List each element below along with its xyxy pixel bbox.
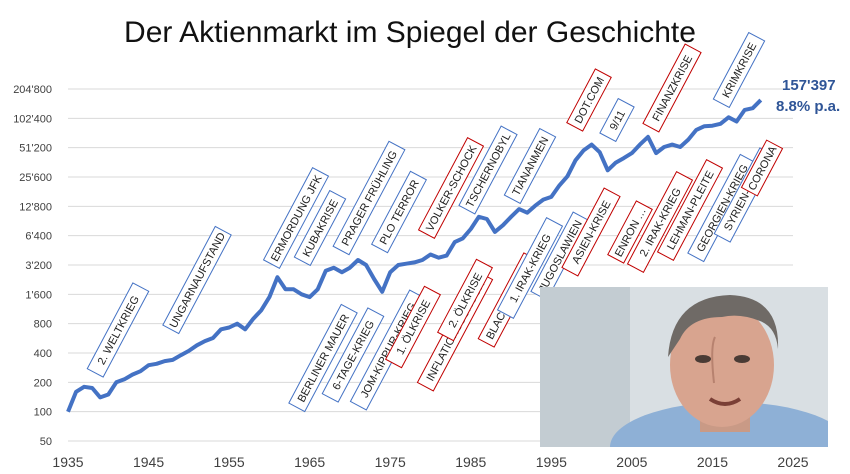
x-tick-label: 1995 bbox=[536, 454, 567, 470]
series-line bbox=[66, 98, 763, 413]
y-tick-label: 51'200 bbox=[19, 143, 52, 155]
x-tick-label: 1985 bbox=[455, 454, 486, 470]
annotation-label: KRIMKRISE bbox=[712, 31, 766, 109]
annotation-box bbox=[86, 282, 150, 378]
y-tick-label: 204'800 bbox=[13, 84, 52, 96]
y-tick-label: 102'400 bbox=[13, 113, 52, 125]
annotation-box bbox=[740, 139, 784, 197]
annotation-label: UNGARNAUFSTAND bbox=[162, 225, 232, 335]
annotation-box bbox=[712, 31, 766, 109]
annotation-box bbox=[561, 187, 621, 277]
annotation-box bbox=[321, 307, 385, 403]
y-tick-label: 6'400 bbox=[25, 231, 52, 243]
annotation-text: 2. WELTKRIEG bbox=[96, 294, 142, 367]
x-tick-label: 1965 bbox=[294, 454, 325, 470]
x-tick-label: 1975 bbox=[375, 454, 406, 470]
annotation-box bbox=[384, 285, 442, 369]
annotation-label: 2. WELTKRIEG bbox=[86, 282, 150, 378]
annotation-box bbox=[332, 140, 406, 256]
annotation-box bbox=[503, 127, 557, 205]
annotation-box bbox=[262, 167, 330, 269]
annotation-box bbox=[458, 125, 518, 215]
x-tick-label: 1945 bbox=[133, 454, 164, 470]
annotation-box bbox=[293, 189, 347, 267]
annotation-text: FINANZKRISE bbox=[651, 54, 696, 124]
annotation-box bbox=[656, 159, 724, 261]
y-tick-label: 100 bbox=[34, 407, 52, 419]
annotation-box bbox=[417, 137, 485, 239]
annotation-box bbox=[496, 217, 564, 319]
annotation-box bbox=[370, 170, 428, 254]
portrait-photo bbox=[540, 287, 828, 447]
y-tick-label: 400 bbox=[34, 348, 52, 360]
annotation-box bbox=[599, 97, 635, 143]
y-tick-label: 12'800 bbox=[19, 201, 52, 213]
annotation-box bbox=[162, 225, 232, 335]
x-tick-label: 1935 bbox=[52, 454, 83, 470]
y-tick-label: 3'200 bbox=[25, 260, 52, 272]
annotation-box bbox=[436, 258, 494, 342]
x-tick-label: 2005 bbox=[616, 454, 647, 470]
end-rate-label: 8.8% p.a. bbox=[776, 98, 840, 115]
chart-title: Der Aktienmarkt im Spiegel der Geschicht… bbox=[124, 16, 696, 49]
annotation-label: 9/11 bbox=[599, 97, 635, 143]
y-tick-label: 1'600 bbox=[25, 289, 52, 301]
annotation-text: UNGARNAUFSTAND bbox=[168, 231, 228, 330]
x-tick-label: 2015 bbox=[697, 454, 728, 470]
end-value-label: 157'397 bbox=[782, 77, 836, 94]
y-tick-label: 200 bbox=[34, 377, 52, 389]
annotation-box bbox=[566, 68, 612, 132]
annotation-box bbox=[607, 200, 653, 264]
y-tick-label: 25'600 bbox=[19, 172, 52, 184]
x-tick-label: 2025 bbox=[777, 454, 808, 470]
y-tick-label: 50 bbox=[40, 436, 52, 448]
annotation-box bbox=[288, 303, 358, 413]
portrait-image bbox=[540, 287, 828, 447]
x-tick-label: 1955 bbox=[214, 454, 245, 470]
annotation-box bbox=[642, 43, 702, 133]
annotation-box bbox=[626, 171, 694, 273]
annotation-label: DOT.COM bbox=[566, 68, 612, 132]
y-tick-label: 800 bbox=[34, 319, 52, 331]
